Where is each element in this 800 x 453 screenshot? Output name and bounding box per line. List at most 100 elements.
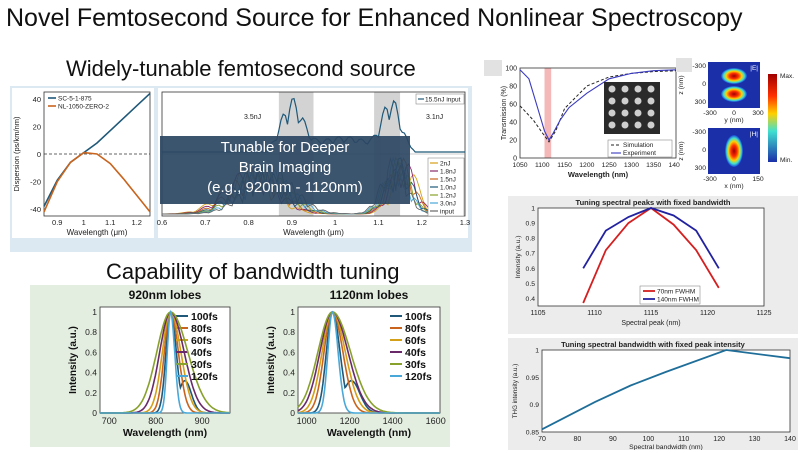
lobes920-legend-label-1: 80fs xyxy=(191,323,212,335)
transmission-xtick: 1150 xyxy=(557,162,572,169)
bandwidth-xtick: 120 xyxy=(713,436,725,443)
transmission-axes-box xyxy=(519,67,677,159)
transmission-ytick: 0 xyxy=(513,156,517,163)
lobes920-legend-label-3: 40fs xyxy=(191,347,212,359)
dispersion-xlabel: Wavelength (μm) xyxy=(67,228,128,237)
peaks-title: Tuning spectral peaks with fixed bandwid… xyxy=(576,198,731,207)
lobes1120-title: 1120nm lobes xyxy=(330,288,409,302)
dispersion-ytick: -40 xyxy=(30,205,41,214)
field-map-0-xlabel: y (nm) xyxy=(724,117,743,124)
dispersion-ytick: 40 xyxy=(33,95,41,104)
dispersion-ytick: 0 xyxy=(37,150,41,159)
spectra-legend-label-6: input xyxy=(440,209,454,216)
lobes1120-ytick: 0 xyxy=(290,408,295,418)
spectra-xtick: 1 xyxy=(333,218,337,227)
field-map-1-ytick: 300 xyxy=(695,165,707,172)
field-map-0-ytick: 300 xyxy=(695,99,707,106)
transmission-sem-dot xyxy=(634,109,642,117)
lobes920-ytick: 0.6 xyxy=(85,347,97,357)
peaks-ytick: 0.9 xyxy=(526,221,536,228)
lobes1120-legend-label-0: 100fs xyxy=(405,311,432,323)
transmission-ytick: 40 xyxy=(509,120,517,127)
lobes920-legend-label-0: 100fs xyxy=(191,311,218,323)
transmission-legend-label-1: Experiment xyxy=(623,150,656,157)
lobes1120-ylabel: Intensity (a.u.) xyxy=(266,326,277,394)
field-map-1-xtick: -300 xyxy=(703,176,717,183)
spectra-lower-curve-6 xyxy=(162,156,464,215)
transmission-ylabel: Transmission (%) xyxy=(501,86,508,140)
transmission-xtick: 1050 xyxy=(512,162,527,169)
lobes920-title: 920nm lobes xyxy=(129,288,202,302)
transmission-xtick: 1100 xyxy=(535,162,550,169)
spectra-annotation-right: 3.1nJ xyxy=(426,114,443,121)
field-map-0-ytick: -300 xyxy=(692,63,706,70)
lobes1120-xtick: 1600 xyxy=(426,416,446,426)
peaks-xtick: 1125 xyxy=(756,310,771,317)
peaks-xtick: 1120 xyxy=(700,310,715,317)
field-map-0-xtick: 300 xyxy=(752,110,764,117)
dispersion-legend-label-1: NL-1050-ZERO-2 xyxy=(58,104,109,111)
field-map-1-xlabel: x (nm) xyxy=(724,183,743,190)
field-map-0-xtick: 0 xyxy=(732,110,736,117)
bandwidth-series-0 xyxy=(541,349,791,431)
transmission-sem-dot xyxy=(621,121,629,129)
source-panel: SC-5-1-875 NL-1050-ZERO-2 40 20 0 -20 -40 0.9 1 1… xyxy=(10,86,472,252)
dispersion-xtick: 0.9 xyxy=(52,218,62,227)
transmission-xtick: 1300 xyxy=(624,162,639,169)
field-corner-tab xyxy=(676,58,692,72)
field-colorbar-max: Max. xyxy=(780,73,794,80)
lobes1120-ytick: 1 xyxy=(290,307,295,317)
transmission-sem-dot xyxy=(621,97,629,105)
lobes1120-xlabel: Wavelength (nm) xyxy=(327,427,411,439)
spectra-lower-curve-0 xyxy=(162,162,464,215)
bandwidth-xtick: 130 xyxy=(749,436,761,443)
dispersion-ytick: -20 xyxy=(30,178,41,187)
bandwidth-ytick: 0.9 xyxy=(530,402,540,409)
field-maps-chart: |E| -300 0 300 -300 0 300 y (nm) z (nm) |H| -300 0 3… xyxy=(676,58,794,190)
subtitle-bandwidth-tuning: Capability of bandwidth tuning xyxy=(106,259,400,284)
lobes1120-legend-label-3: 40fs xyxy=(405,347,426,359)
spectra-xtick: 1.1 xyxy=(373,218,383,227)
peaks-ytick: 0.4 xyxy=(526,296,536,303)
bandwidth-chart: Tuning spectral bandwidth with fixed pea… xyxy=(512,340,796,450)
peaks-xtick: 1115 xyxy=(644,310,659,317)
dispersion-series-1 xyxy=(43,151,151,213)
peaks-xtick: 1105 xyxy=(530,310,545,317)
transmission-sem-dot xyxy=(634,121,642,129)
transmission-band xyxy=(544,68,552,158)
peaks-ytick: 0.7 xyxy=(526,251,536,258)
peaks-ytick: 0.6 xyxy=(526,266,536,273)
transmission-xlabel: Wavelength (nm) xyxy=(568,170,629,179)
lobes920-legend-label-2: 60fs xyxy=(191,335,212,347)
lobes1120-ytick: 0.2 xyxy=(283,388,295,398)
slide-title: Novel Femtosecond Source for Enhanced No… xyxy=(6,4,743,32)
bandwidth-ytick: 0.95 xyxy=(526,375,539,382)
transmission-sem-dot xyxy=(634,97,642,105)
lobes920-ytick: 0 xyxy=(92,408,97,418)
field-map-0-lobe-top xyxy=(721,68,747,84)
bandwidth-ytick: 0.85 xyxy=(526,430,539,437)
field-map-1-xtick: 0 xyxy=(732,176,736,183)
peaks-xlabel: Spectral peak (nm) xyxy=(621,320,680,327)
lobes-panel-svg: 920nm lobes100fs80fs60fs40fs30fs120fs00.… xyxy=(68,288,446,439)
bandwidth-xlabel: Spectral bandwidth (nm) xyxy=(629,444,703,450)
field-map-0-label: |E| xyxy=(750,65,758,72)
transmission-corner-tab xyxy=(484,60,502,76)
transmission-sem-dot xyxy=(647,85,655,93)
field-map-1-ylabel: z (nm) xyxy=(678,141,685,160)
transmission-sem-dot xyxy=(647,121,655,129)
lobes1120-legend-label-1: 80fs xyxy=(405,323,426,335)
spectra-lower-curve-1 xyxy=(161,163,464,215)
bandwidth-svg: Tuning spectral bandwidth with fixed pea… xyxy=(508,338,798,450)
spectra-legend-top-box xyxy=(415,93,465,105)
overlay-line-2: Brain Imaging xyxy=(238,159,332,176)
spectra-xtick: 0.6 xyxy=(157,218,167,227)
spectra-xtick: 1.3 xyxy=(460,218,470,227)
lobes1120-ytick: 0.4 xyxy=(283,368,295,378)
spectra-legend-label-1: 1.8nJ xyxy=(440,169,456,176)
lobes1120-legend-label-5: 120fs xyxy=(405,371,432,383)
